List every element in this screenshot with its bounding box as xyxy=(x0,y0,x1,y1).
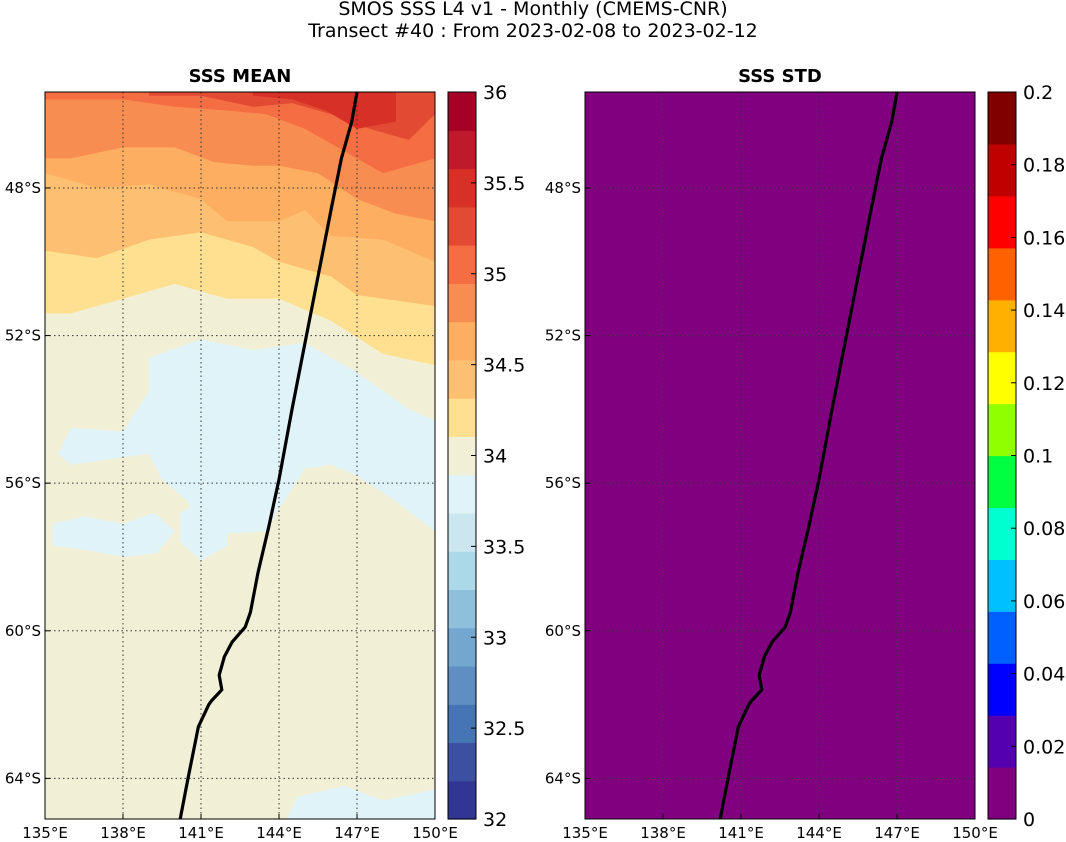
colorbar-segment xyxy=(988,195,1016,249)
colorbar-tick-label: 0.06 xyxy=(1023,591,1065,613)
field-band xyxy=(253,92,396,129)
field-layer xyxy=(585,92,975,819)
colorbar-segment xyxy=(448,206,476,246)
y-tick-label: 60°S xyxy=(545,622,581,640)
x-tick-label: 138°E xyxy=(640,824,686,842)
colorbar-segment xyxy=(988,403,1016,457)
colorbar-segment xyxy=(988,247,1016,301)
field-patch xyxy=(58,339,435,535)
field-patch xyxy=(180,501,227,561)
field-patch xyxy=(286,785,435,819)
colorbar-tick-label: 34 xyxy=(483,446,507,468)
panel-title-mean: SSS MEAN xyxy=(188,66,292,87)
transect-line xyxy=(718,92,899,819)
field-patch xyxy=(52,512,175,557)
x-tick-label: 135°E xyxy=(22,824,68,842)
axes-frame xyxy=(44,91,436,820)
colorbar-segment xyxy=(448,627,476,667)
colorbar-segment xyxy=(448,359,476,399)
x-tick-label: 147°E xyxy=(874,824,920,842)
colorbar-segment xyxy=(988,767,1016,820)
colorbar-segment xyxy=(988,92,1016,145)
colorbar-tick-label: 0.04 xyxy=(1023,664,1065,686)
colorbar-segment xyxy=(448,398,476,437)
x-tick-label: 141°E xyxy=(718,824,764,842)
panel-title-std: SSS STD xyxy=(738,66,822,87)
colorbar-tick-label: 0.16 xyxy=(1023,227,1065,249)
colorbar-tick-label: 34.5 xyxy=(483,355,525,377)
x-tick-label: 150°E xyxy=(952,824,998,842)
colorbar-segment xyxy=(988,143,1016,197)
colorbar-segment xyxy=(448,512,476,552)
y-tick-label: 64°S xyxy=(5,769,41,787)
colorbar-tick-label: 0.08 xyxy=(1023,518,1065,540)
colorbar-segment xyxy=(448,92,476,131)
colorbar-segment xyxy=(988,663,1016,716)
colorbar-tick-label: 33.5 xyxy=(483,536,525,558)
colorbar-tick-label: 36 xyxy=(483,82,507,104)
y-tick-label: 64°S xyxy=(545,769,581,787)
colorbar-segment xyxy=(448,321,476,361)
colorbar-segment xyxy=(448,742,476,782)
x-tick-label: 144°E xyxy=(796,824,842,842)
colorbar-segment xyxy=(988,611,1016,664)
colorbar-tick-label: 0.2 xyxy=(1023,82,1053,104)
colorbar-segment xyxy=(988,507,1016,560)
colorbar-segment xyxy=(988,299,1016,353)
colorbar-tick-label: 0.18 xyxy=(1023,155,1065,177)
colorbar-tick-label: 0.1 xyxy=(1023,446,1053,468)
y-tick-label: 56°S xyxy=(5,474,41,492)
colorbar-segment xyxy=(448,665,476,705)
colorbar-segment xyxy=(988,559,1016,612)
colorbar-tick-label: 0.12 xyxy=(1023,373,1065,395)
sss-std-colorbar: 0 0.02 0.04 0.06 0.08 0.1 0.12 0.14 0.16 0.18 0.2 xyxy=(987,82,1065,831)
colorbar-tick-label: 0 xyxy=(1023,809,1035,831)
colorbar-segment xyxy=(448,130,476,170)
colorbar-segment xyxy=(988,715,1016,768)
sss-mean-colorbar: 32 32.5 33 33.5 34 34.5 35 35.5 36 xyxy=(447,82,525,831)
colorbar-segment xyxy=(448,474,476,514)
colorbar-tick-label: 35.5 xyxy=(483,173,525,195)
figure-title-line1: SMOS SSS L4 v1 - Monthly (CMEMS-CNR) xyxy=(338,0,728,20)
x-tick-label: 135°E xyxy=(562,824,608,842)
colorbar-segment xyxy=(988,351,1016,405)
x-tick-label: 150°E xyxy=(412,824,458,842)
y-tick-label: 52°S xyxy=(545,327,581,345)
field-uniform xyxy=(585,92,975,819)
colorbar-segment xyxy=(448,780,476,820)
y-tick-label: 56°S xyxy=(545,474,581,492)
y-tick-label: 48°S xyxy=(5,179,41,197)
x-tick-label: 141°E xyxy=(178,824,224,842)
x-tick-label: 144°E xyxy=(256,824,302,842)
figure-title-line2: Transect #40 : From 2023-02-08 to 2023-0… xyxy=(308,20,758,42)
x-tick-label: 147°E xyxy=(334,824,380,842)
y-tick-label: 48°S xyxy=(545,179,581,197)
axes-frame xyxy=(584,91,976,820)
colorbar-tick-label: 32.5 xyxy=(483,718,525,740)
y-tick-label: 52°S xyxy=(5,327,41,345)
colorbar-tick-label: 0.02 xyxy=(1023,736,1065,758)
transect-line xyxy=(178,92,359,819)
sss-std-panel: 135°E 138°E 141°E 144°E 147°E 150°E 48°S 52°S 56… xyxy=(545,91,998,842)
y-tick-label: 60°S xyxy=(5,622,41,640)
colorbar-tick-label: 0.14 xyxy=(1023,300,1065,322)
colorbar-segment xyxy=(448,283,476,323)
colorbar-segment xyxy=(988,455,1016,509)
colorbar-segment xyxy=(448,168,476,208)
colorbar-segment xyxy=(448,704,476,744)
x-tick-label: 138°E xyxy=(100,824,146,842)
colorbar-segment xyxy=(448,245,476,284)
colorbar-segment xyxy=(448,551,476,591)
colorbar-tick-label: 35 xyxy=(483,264,507,286)
colorbar-tick-label: 32 xyxy=(483,809,507,831)
colorbar-segment xyxy=(448,589,476,629)
sss-mean-panel: 135°E 138°E 141°E 144°E 147°E 150°E 48°S 52°S 56… xyxy=(5,91,458,842)
field-layer xyxy=(45,92,435,819)
colorbar-tick-label: 33 xyxy=(483,627,507,649)
